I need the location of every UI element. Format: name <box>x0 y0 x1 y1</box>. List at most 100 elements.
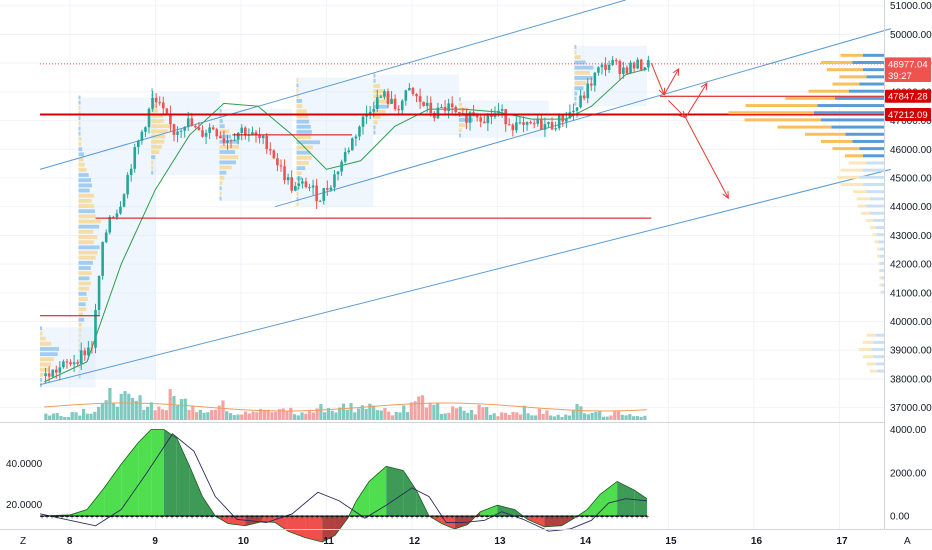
profile-buy-bar <box>863 154 884 158</box>
volume-bar <box>500 412 504 420</box>
profile-buy-bar <box>866 204 884 208</box>
session-profile-bar <box>40 378 42 382</box>
volume-bar <box>383 407 387 420</box>
session-profile-bar <box>219 124 225 129</box>
candle-body <box>404 90 408 101</box>
volume-bar <box>458 406 462 420</box>
oscillator-area <box>561 516 575 526</box>
time-axis[interactable]: 8 9 10 11 12 13 14 15 16 17 <box>67 536 848 547</box>
volume-bar <box>330 410 334 420</box>
zero-marker: + <box>565 514 569 521</box>
candle-body <box>333 174 336 188</box>
oscillator-area <box>176 438 190 517</box>
zero-marker: + <box>375 514 379 521</box>
candle-body <box>436 107 440 119</box>
session-profile-bar <box>78 116 81 121</box>
session-profile-bar <box>296 161 309 165</box>
session-profile-bar <box>373 78 376 83</box>
session-profile-bar <box>296 78 299 83</box>
volume-bar <box>247 413 251 420</box>
profile-buy-bar <box>879 254 884 258</box>
zoom-toggle-label[interactable]: Z <box>20 536 26 547</box>
volume-bar <box>530 415 534 420</box>
indicator-tick-label: 4000.00 <box>890 425 927 436</box>
candle-body <box>308 187 311 189</box>
profile-buy-bar <box>871 348 884 352</box>
profile-buy-bar <box>849 89 884 93</box>
candle-body <box>475 115 479 118</box>
zero-marker: + <box>45 514 49 521</box>
zero-marker: + <box>425 514 429 521</box>
price-tick-label: 37000.00 <box>890 403 932 414</box>
candle-body <box>112 217 115 219</box>
session-profile-bar <box>40 331 43 336</box>
zero-marker: + <box>335 514 339 521</box>
candle-body <box>183 127 186 131</box>
candle-body <box>329 187 333 190</box>
session-profile-bar <box>219 144 240 149</box>
volume-bar <box>345 409 349 420</box>
candle-body <box>611 60 614 65</box>
profile-sell-bar <box>862 355 874 359</box>
volume-bar <box>270 412 274 420</box>
zero-marker: + <box>370 514 374 521</box>
candle-body <box>47 373 51 377</box>
volume-bar <box>349 403 353 420</box>
volume-bar <box>149 402 153 420</box>
session-profile-bar <box>151 124 172 129</box>
volume-bar <box>138 395 142 420</box>
profile-buy-bar <box>875 333 884 337</box>
zero-marker: + <box>570 514 574 521</box>
volume-bar <box>85 413 89 420</box>
indicator-axis[interactable]: 0.00 2000.00 4000.00 40.0000 20.0000 <box>6 425 927 523</box>
volume-bar <box>421 395 425 420</box>
volume-bar <box>436 403 440 420</box>
volume-bar <box>609 415 613 420</box>
zero-marker: + <box>400 514 404 521</box>
zero-marker: + <box>380 514 384 521</box>
profile-buy-bar <box>859 175 884 179</box>
profile-sell-bar <box>785 96 835 100</box>
zero-marker: + <box>645 514 649 521</box>
candle-body <box>97 275 101 310</box>
zero-marker: + <box>275 514 279 521</box>
zero-marker: + <box>255 514 259 521</box>
volume-bar <box>123 391 127 420</box>
oscillator-area <box>403 470 417 517</box>
zero-marker: + <box>330 514 334 521</box>
session-profile-bar <box>373 73 376 78</box>
zero-marker: + <box>455 514 459 521</box>
profile-buy-bar <box>852 61 884 64</box>
price-tick-label: 40000.00 <box>890 317 932 328</box>
profile-buy-bar <box>881 283 884 287</box>
zero-marker: + <box>435 514 439 521</box>
zero-marker: + <box>250 514 254 521</box>
volume-bar <box>552 416 557 420</box>
price-tick-label: 51000.00 <box>890 1 932 12</box>
projection-arrow-head <box>722 191 729 200</box>
profile-buy-bar <box>866 190 884 194</box>
volume-bar <box>198 409 202 420</box>
session-profile-bar <box>151 113 164 118</box>
zero-marker: + <box>230 514 234 521</box>
candle-body <box>536 118 540 124</box>
candle-body <box>618 60 622 74</box>
oscillator-area <box>104 464 122 517</box>
zero-marker: + <box>245 514 249 521</box>
zero-marker: + <box>550 514 554 521</box>
volume-bar <box>59 416 63 420</box>
session-profile-bar <box>78 95 81 100</box>
candle-body <box>283 166 286 181</box>
session-profile-bar <box>78 317 85 322</box>
profile-buy-bar <box>866 161 884 165</box>
candle-body <box>429 102 433 113</box>
auto-scale-label[interactable]: A <box>904 536 911 547</box>
session-profile-bar <box>78 198 92 203</box>
candle-body <box>393 98 397 110</box>
zero-marker: + <box>490 514 494 521</box>
session-profile-bar <box>78 255 96 260</box>
volume-bar <box>323 412 327 420</box>
profile-sell-bar <box>877 254 880 258</box>
candle-body <box>632 62 636 69</box>
